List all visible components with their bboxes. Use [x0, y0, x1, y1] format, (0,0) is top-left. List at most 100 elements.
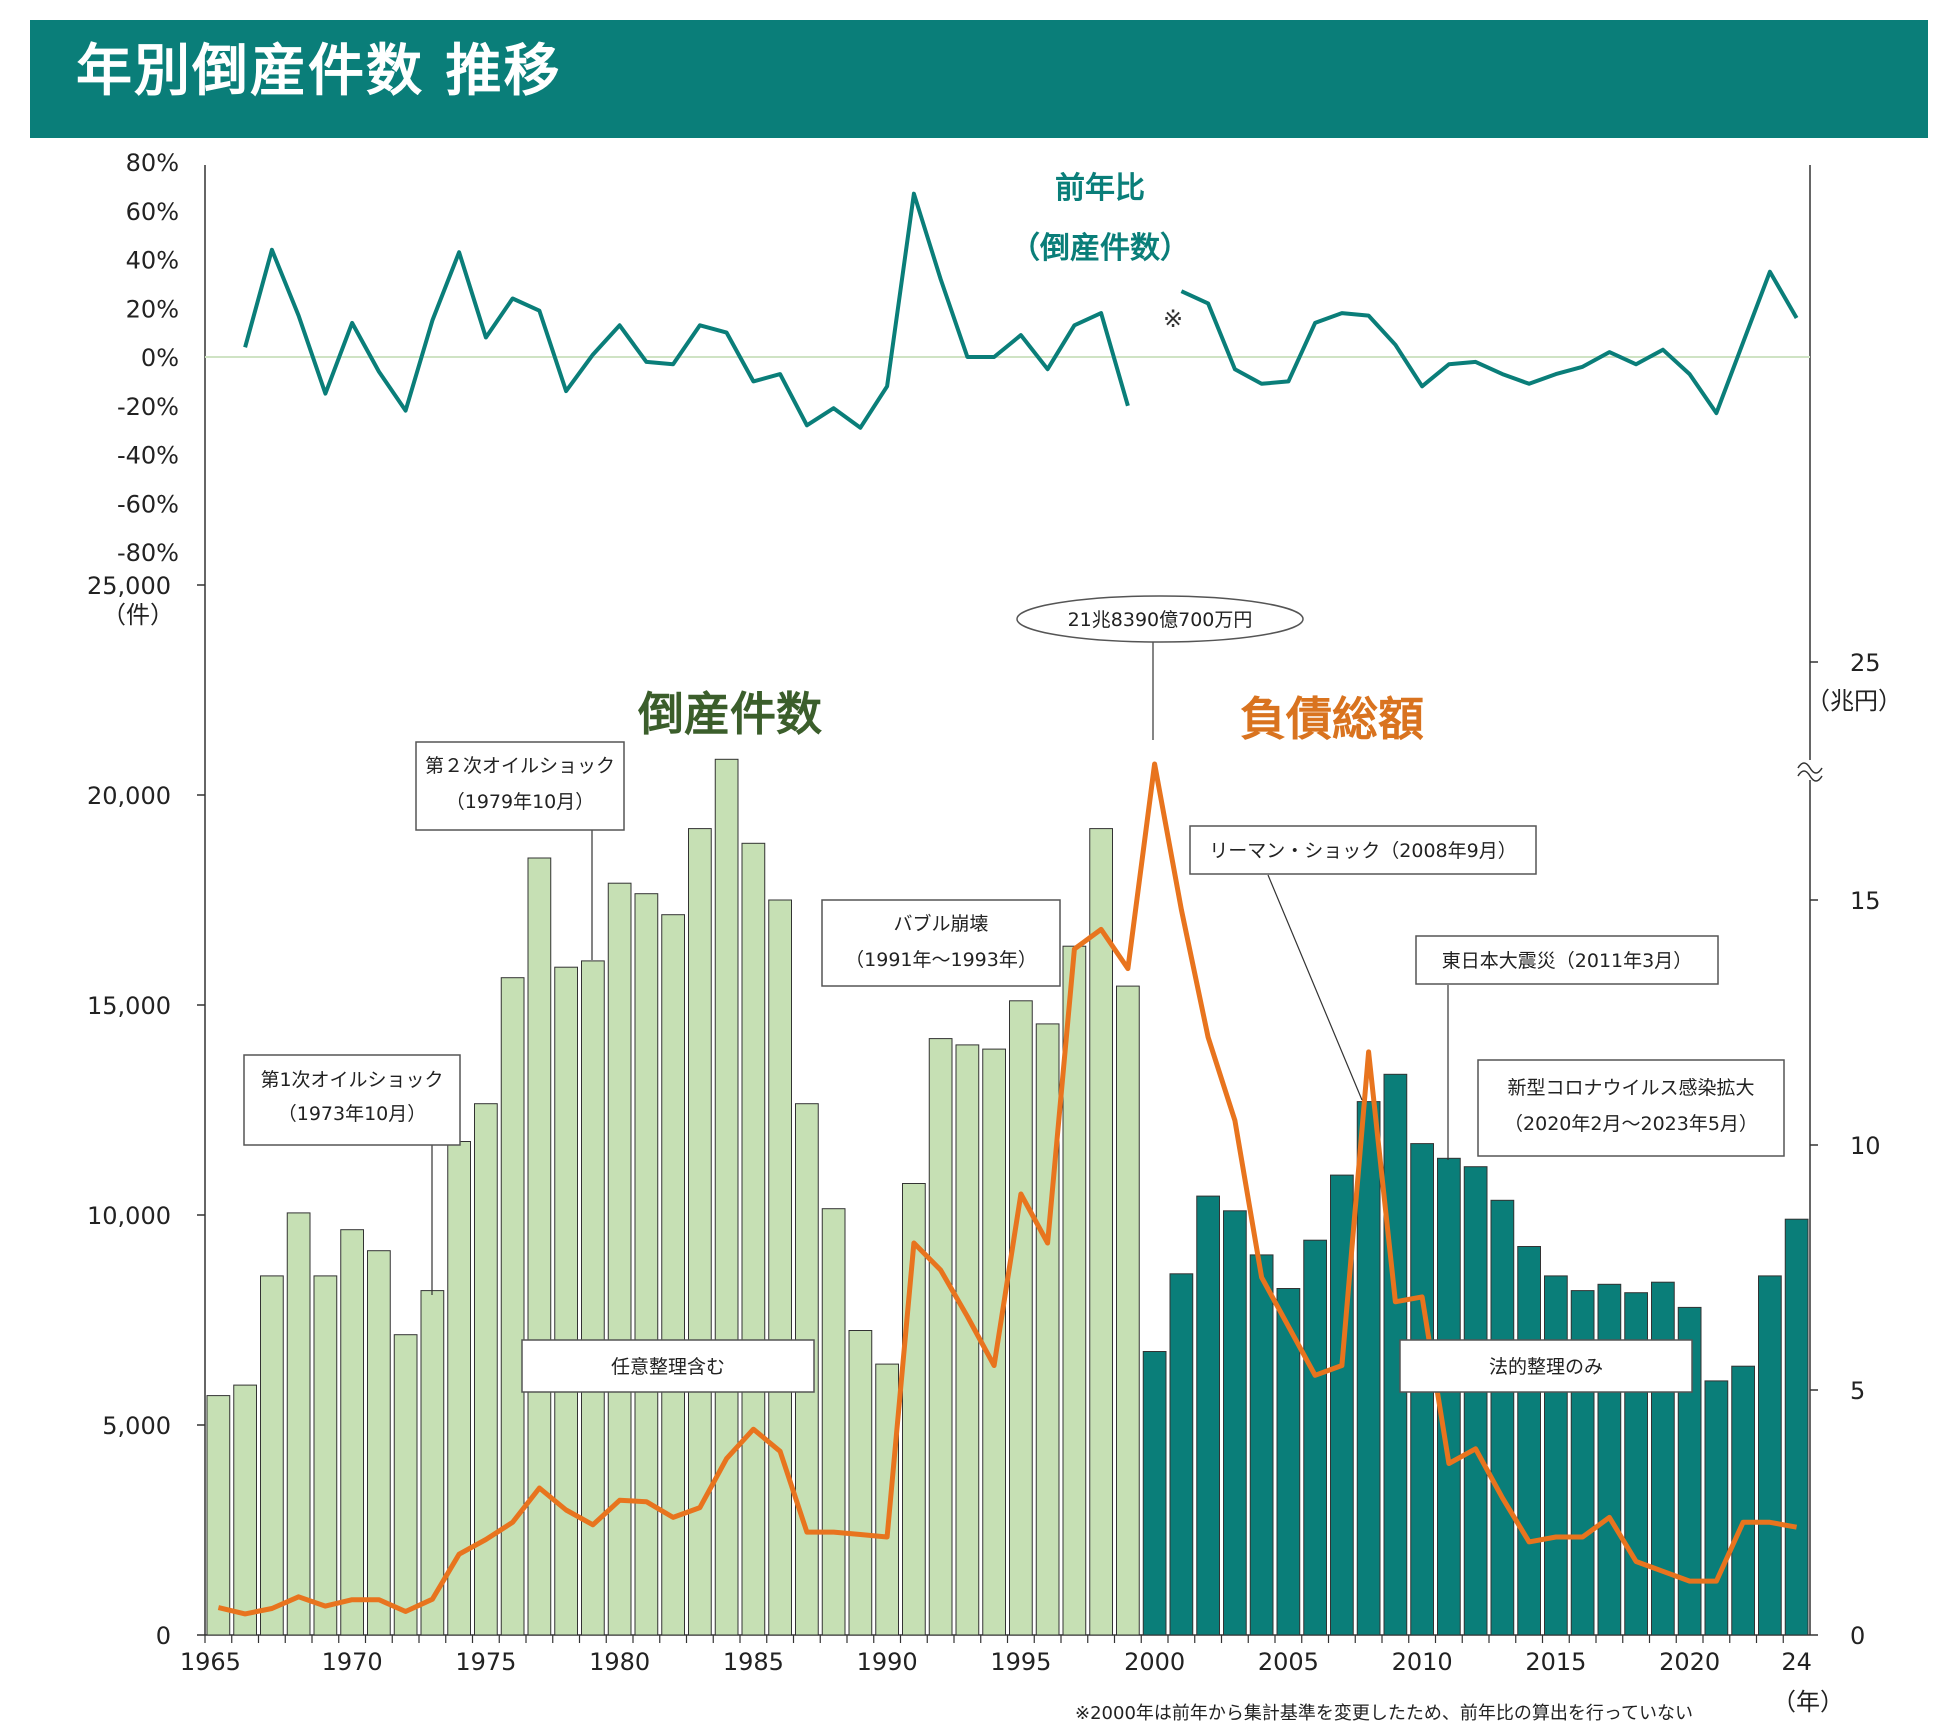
earthquake-label: 東日本大震災（2011年3月）	[1442, 950, 1692, 972]
bar-1990	[875, 1363, 899, 1636]
pct-tick-label: -20%	[117, 393, 179, 421]
bar-2003	[1223, 1210, 1247, 1636]
yoy-title-line1: 前年比	[1055, 171, 1145, 206]
bar-2011	[1437, 1157, 1461, 1636]
axes-group: 0 5,000 10,000 15,000 20,000 25,000 0 5 10 15 25 80…	[87, 149, 1881, 1676]
bar-1993	[955, 1044, 980, 1636]
x-tick-label: 2010	[1392, 1648, 1453, 1676]
bar-2006	[1303, 1239, 1327, 1636]
count-series-title: 倒産件数	[637, 687, 822, 741]
bars-group	[206, 758, 1809, 1636]
right-tick-label: 0	[1850, 1622, 1865, 1650]
bar-1965	[206, 1395, 231, 1636]
bar-1975	[474, 1103, 498, 1636]
voluntary-label: 任意整理含む	[611, 1356, 725, 1378]
annotation-peak-debt: 21兆8390億700万円	[1016, 595, 1304, 740]
peak-debt-label: 21兆8390億700万円	[1068, 609, 1253, 631]
pct-tick-label: -60%	[117, 490, 179, 518]
bar-1979	[581, 960, 605, 1636]
x-tick-label: 1965	[180, 1648, 241, 1676]
bar-1981	[634, 893, 659, 1636]
lines-group	[217, 191, 1799, 1617]
pct-tick-label: -80%	[117, 539, 179, 567]
bar-1998	[1089, 828, 1113, 1636]
oil-shock-1-label: 第1次オイルショック	[260, 1069, 443, 1091]
bar-2021	[1704, 1380, 1729, 1636]
x-tick-label: 1970	[322, 1648, 383, 1676]
bar-1984	[714, 758, 739, 1636]
bar-1966	[233, 1384, 257, 1636]
right-tick-label: 15	[1850, 887, 1881, 915]
bubble-label: バブル崩壊	[893, 912, 988, 935]
bar-1982	[661, 914, 685, 1636]
bar-2004	[1249, 1254, 1274, 1636]
annotation-lehman: リーマン・ショック（2008年9月）	[1189, 825, 1537, 1101]
pct-tick-label: -40%	[117, 442, 179, 470]
page-title: 年別倒産件数 推移	[76, 39, 562, 104]
x-tick-label: 1975	[455, 1648, 516, 1676]
left-tick-label: 20,000	[87, 782, 171, 810]
oil-shock-2-date: （1979年10月）	[446, 791, 595, 813]
yoy-line-segment-2	[1180, 269, 1799, 416]
pct-tick-label: 60%	[126, 198, 179, 226]
title-banner	[30, 20, 1928, 138]
bar-1983	[688, 828, 712, 1636]
left-tick-label: 25,000	[87, 572, 171, 600]
bar-2023	[1758, 1275, 1782, 1636]
bar-2012	[1463, 1166, 1488, 1636]
bar-2000	[1142, 1351, 1167, 1636]
debt-series-title: 負債総額	[1240, 692, 1424, 746]
x-tick-label: 1995	[990, 1648, 1051, 1676]
right-tick-label: 10	[1850, 1132, 1881, 1160]
x-tick-label: 2005	[1258, 1648, 1319, 1676]
yoy-line-segment-1	[243, 191, 1130, 430]
bar-1980	[607, 882, 632, 1636]
bar-2024	[1784, 1218, 1809, 1636]
bar-2013	[1490, 1199, 1515, 1636]
bar-2022	[1731, 1365, 1755, 1636]
annotation-legal: 法的整理のみ	[1399, 1339, 1693, 1393]
left-tick-label: 15,000	[87, 992, 171, 1020]
debt-line	[217, 761, 1798, 1617]
axis-break-mark	[1797, 762, 1823, 782]
pct-tick-label: 40%	[126, 247, 179, 275]
bar-1974	[447, 1141, 471, 1636]
corona-date: （2020年2月～2023年5月）	[1504, 1113, 1758, 1135]
bar-1989	[848, 1330, 873, 1636]
annotation-oil-shock-2: 第２次オイルショック （1979年10月）	[415, 741, 625, 960]
x-tick-label: 24	[1781, 1648, 1812, 1676]
bar-1999	[1116, 985, 1140, 1636]
bubble-date: （1991年～1993年）	[845, 949, 1037, 971]
yoy-note-mark: ※	[1163, 305, 1183, 333]
bar-1969	[313, 1275, 338, 1636]
x-tick-label: 2015	[1525, 1648, 1586, 1676]
left-tick-label: 10,000	[87, 1202, 171, 1230]
yoy-title-line2: （倒産件数）	[1010, 231, 1190, 266]
oil-shock-1-date: （1973年10月）	[278, 1103, 427, 1125]
corona-label: 新型コロナウイルス感染拡大	[1507, 1077, 1754, 1099]
x-axis-unit: （年）	[1772, 1688, 1844, 1716]
bar-2002	[1196, 1195, 1220, 1636]
bar-1992	[928, 1038, 953, 1636]
bar-2015	[1544, 1275, 1568, 1636]
pct-tick-label: 0%	[141, 344, 179, 372]
left-axis-unit: （件）	[102, 601, 174, 629]
bar-2017	[1597, 1283, 1622, 1636]
footnote: ※2000年は前年から集計基準を変更したため、前年比の算出を行っていない	[1075, 1703, 1693, 1724]
legal-label: 法的整理のみ	[1489, 1356, 1603, 1378]
bar-2008	[1356, 1101, 1381, 1636]
bar-1977	[527, 857, 552, 1636]
right-axis-unit: （兆円）	[1806, 687, 1902, 715]
bar-1995	[1009, 1000, 1033, 1636]
bar-1976	[500, 977, 525, 1636]
bar-1972	[393, 1334, 418, 1636]
bar-1985	[741, 842, 766, 1636]
annotation-corona: 新型コロナウイルス感染拡大 （2020年2月～2023年5月）	[1477, 1059, 1785, 1157]
x-tick-label: 2020	[1659, 1648, 1720, 1676]
pct-tick-label: 80%	[126, 149, 179, 177]
bar-1994	[982, 1048, 1006, 1636]
bar-1970	[340, 1229, 364, 1636]
bar-2019	[1651, 1281, 1675, 1636]
right-tick-label: 5	[1850, 1377, 1865, 1405]
